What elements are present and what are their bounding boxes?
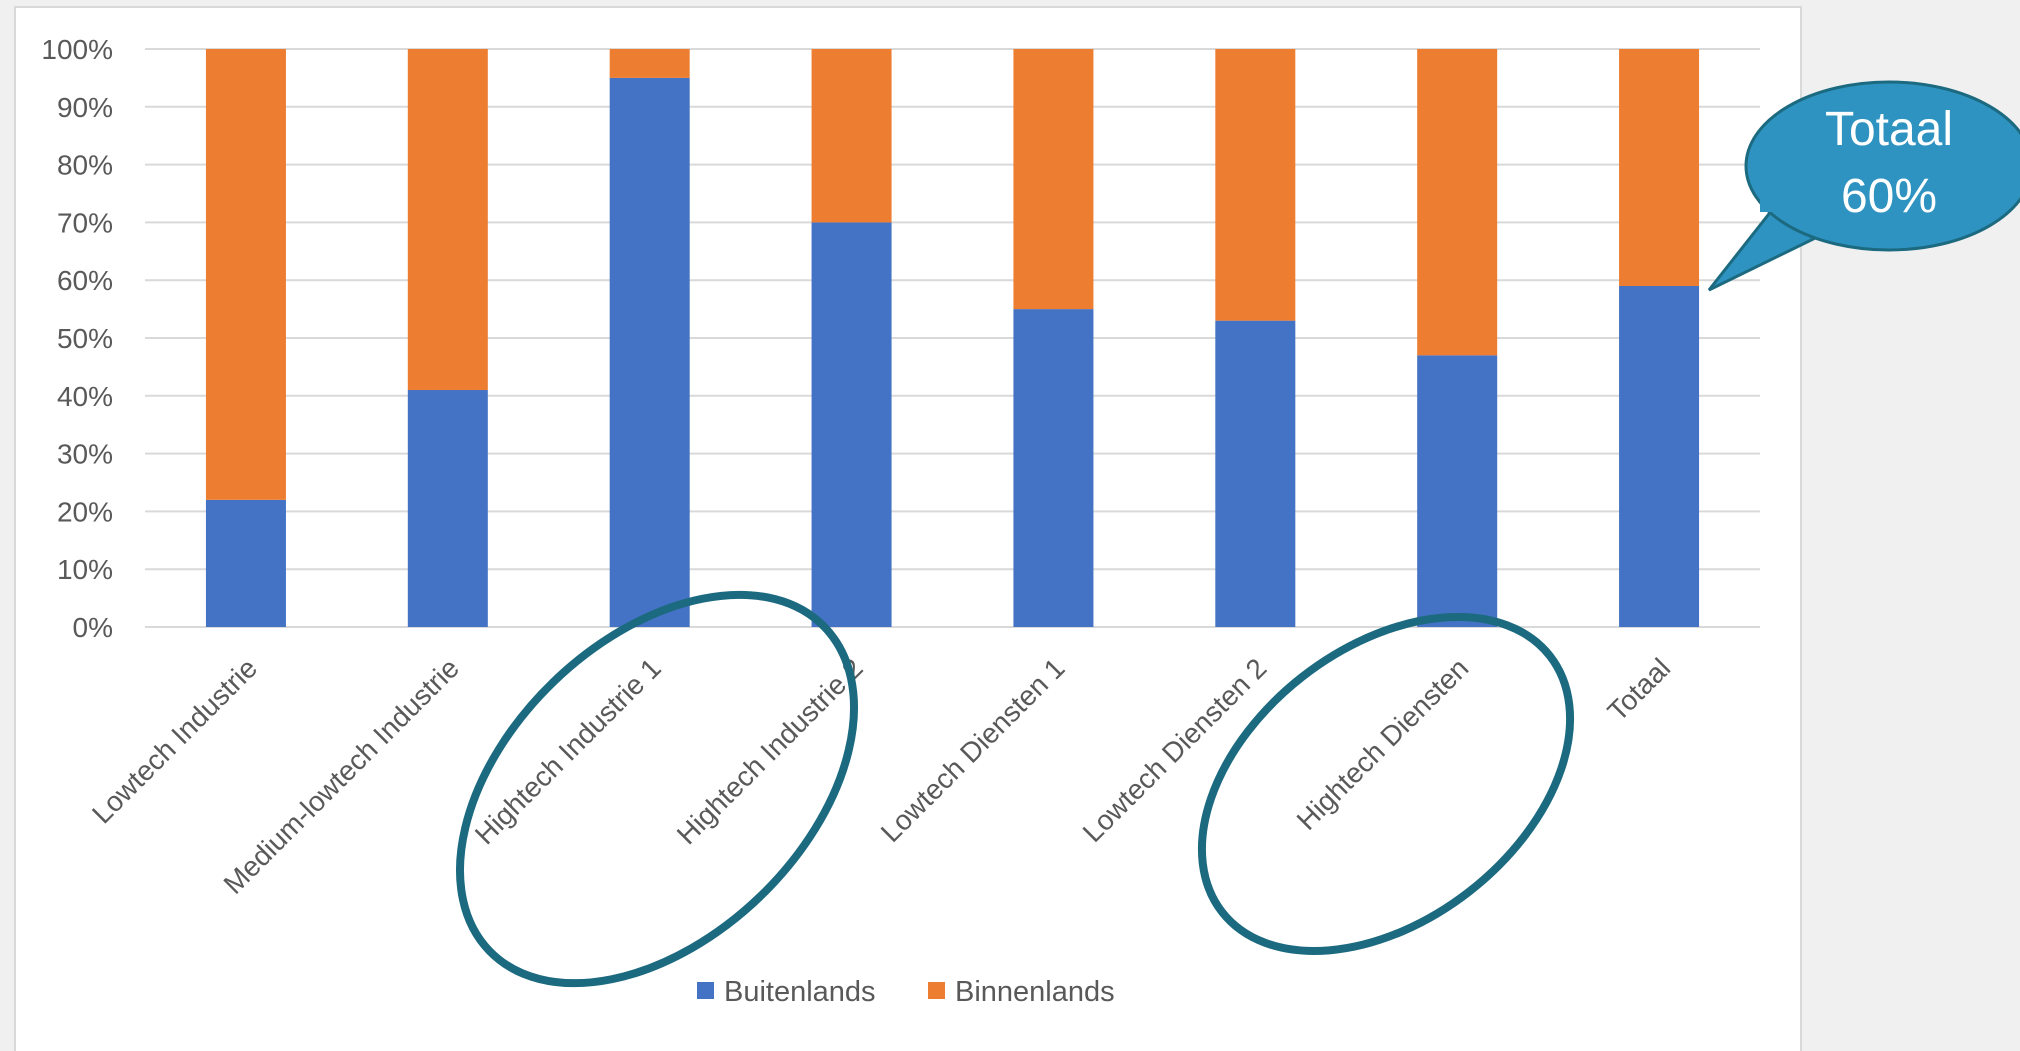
bar-buitenlands [1013, 309, 1094, 627]
legend: Buitenlands Binnenlands [697, 976, 1115, 1008]
bar-buitenlands [811, 222, 892, 627]
y-tick-label: 40% [57, 381, 113, 412]
y-tick-label: 20% [57, 496, 113, 527]
bar-binnenlands [609, 49, 690, 78]
legend-label: Buitenlands [724, 976, 876, 1008]
y-tick-label: 80% [57, 150, 113, 181]
chart-frame [14, 6, 1802, 1051]
y-tick-label: 60% [57, 265, 113, 296]
bar-binnenlands [1417, 49, 1498, 356]
legend-swatch [697, 982, 714, 999]
callout-line-1: Totaal [1825, 103, 1953, 156]
bar-buitenlands [1619, 285, 1700, 627]
y-tick-label: 0% [73, 612, 113, 643]
bar-buitenlands [205, 499, 286, 627]
bar-binnenlands [1215, 49, 1296, 321]
bar-binnenlands [1013, 49, 1094, 310]
y-axis-ticks: 0% 10% 20% 30% 40% 50% 60% 70% 80% 90% 100% [41, 34, 113, 643]
bar-buitenlands [1215, 320, 1296, 627]
y-tick-label: 70% [57, 207, 113, 238]
y-tick-label: 100% [41, 34, 113, 65]
bars [205, 49, 1700, 627]
legend-label: Binnenlands [955, 976, 1115, 1008]
legend-swatch [928, 982, 945, 999]
bar-buitenlands [1417, 355, 1498, 627]
bar-buitenlands [609, 77, 690, 627]
callout-line-2: 60% [1841, 170, 1937, 223]
y-tick-label: 50% [57, 323, 113, 354]
bar-buitenlands [407, 390, 488, 627]
y-tick-label: 90% [57, 92, 113, 123]
bar-binnenlands [407, 49, 488, 391]
callout-totaal: Totaal 60% [1707, 80, 2020, 292]
y-tick-label: 30% [57, 439, 113, 470]
highlight-ellipse-hightech-industrie [456, 590, 858, 988]
bar-binnenlands [811, 49, 892, 223]
y-tick-label: 10% [57, 554, 113, 585]
bar-binnenlands [1619, 49, 1700, 286]
bar-binnenlands [205, 49, 286, 500]
highlight-ellipse-hightech-diensten [1197, 613, 1575, 955]
